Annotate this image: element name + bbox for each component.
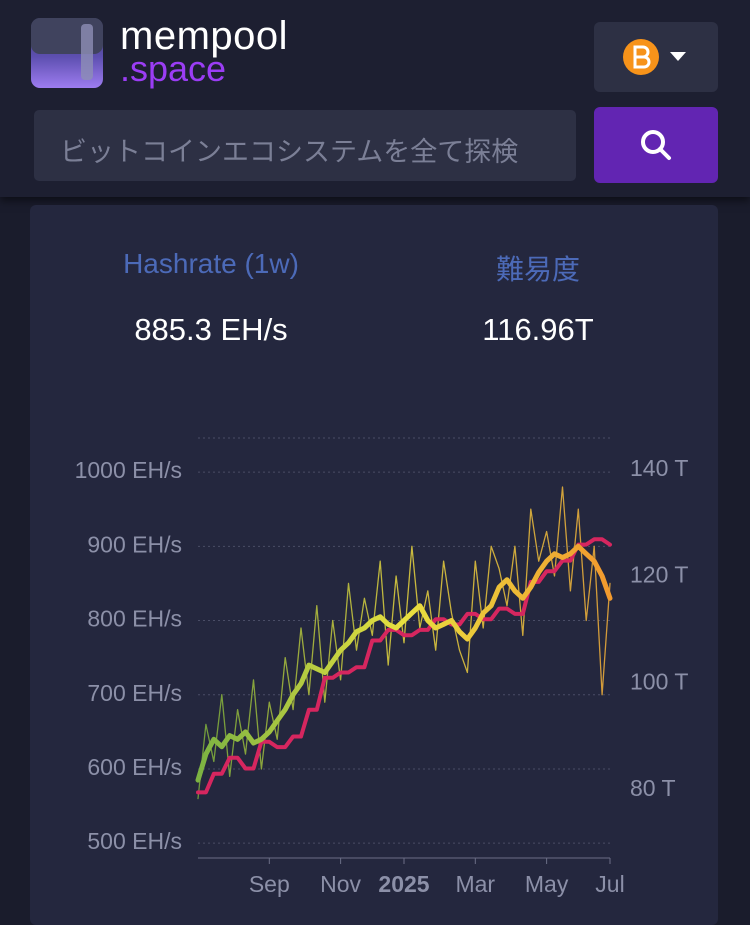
stat-label: 難易度 <box>495 254 580 285</box>
y2-tick-label: 140 T <box>630 455 688 481</box>
y-tick-label: 700 EH/s <box>87 680 182 706</box>
stat-value: 885.3 EH/s <box>134 312 288 347</box>
series-line <box>197 486 611 800</box>
y-tick-label: 800 EH/s <box>87 606 182 632</box>
search-input[interactable]: ビットコインエコシステムを全て探検 <box>34 110 576 181</box>
x-tick-label: 2025 <box>378 871 429 897</box>
x-tick-label: May <box>525 871 569 897</box>
y2-tick-label: 80 T <box>630 775 676 801</box>
network-button[interactable] <box>594 22 718 92</box>
search-icon <box>641 130 671 160</box>
logo-icon <box>31 18 103 88</box>
y2-tick-label: 100 T <box>630 668 688 694</box>
header: mempool .space ビットコインエコシステムを全て探検 <box>0 0 750 197</box>
stat-value: 116.96T <box>482 312 594 347</box>
x-tick-label: Mar <box>455 871 495 897</box>
x-tick-label: Sep <box>249 871 290 897</box>
y-tick-label: 600 EH/s <box>87 754 182 780</box>
series-line <box>196 537 612 795</box>
y-tick-label: 500 EH/s <box>87 828 182 854</box>
y-tick-label: 1000 EH/s <box>75 457 182 483</box>
y2-tick-label: 120 T <box>630 562 688 588</box>
logo-subtext[interactable]: .space <box>120 48 227 89</box>
logo-text[interactable]: mempool <box>120 14 289 58</box>
y-tick-label: 900 EH/s <box>87 531 182 557</box>
x-tick-label: Nov <box>320 871 361 897</box>
series-line <box>195 543 613 783</box>
mining-card <box>30 205 718 925</box>
search-placeholder: ビットコインエコシステムを全て探検 <box>60 137 519 167</box>
search-button[interactable] <box>594 107 718 183</box>
network-icon <box>623 39 686 75</box>
x-tick-label: Jul <box>595 871 624 897</box>
stat-label: Hashrate (1w) <box>123 248 299 279</box>
